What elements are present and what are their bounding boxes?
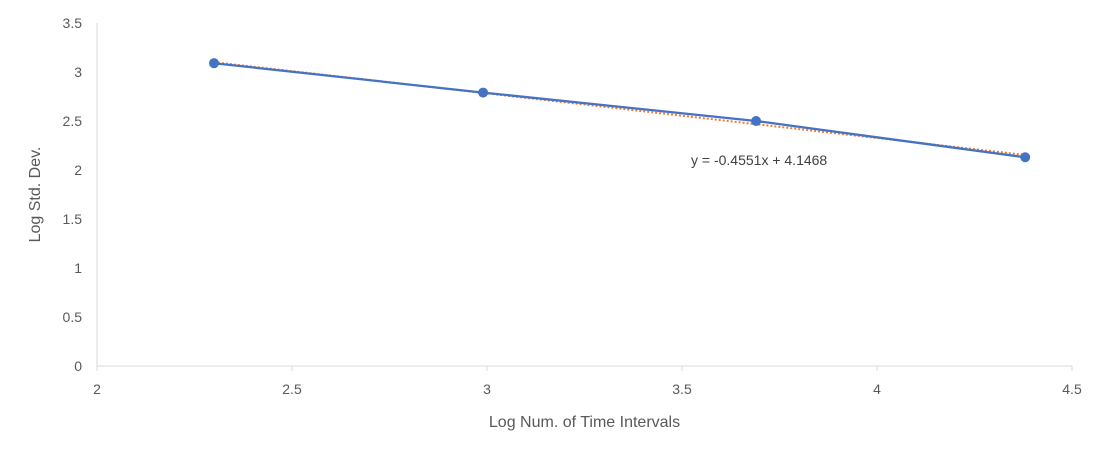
x-tick-label: 3.5: [672, 381, 692, 397]
x-tick-label: 4: [873, 381, 881, 397]
series-layer: [209, 58, 1031, 163]
y-tick-label: 2.5: [63, 113, 83, 129]
y-tick-label: 3.5: [63, 15, 83, 31]
y-tick-label: 2: [74, 162, 82, 178]
data-point: [209, 58, 219, 69]
y-tick-label: 0: [74, 358, 82, 374]
x-tick-label: 2: [93, 381, 101, 397]
series-line: [213, 62, 1026, 159]
trendline-equation-label: y = -0.4551x + 4.1468: [691, 152, 827, 168]
x-tick-label: 4.5: [1062, 381, 1082, 397]
data-point: [751, 116, 762, 126]
x-axis-title: Log Num. of Time Intervals: [489, 414, 680, 431]
x-tick-label: 3: [483, 381, 491, 397]
y-tick-label: 3: [74, 64, 82, 80]
y-axis-title: Log Std. Dev.: [27, 147, 44, 243]
tick-label-layer: 0 0.5 1 1.5 2 2.5 3 3.5 2 2.5 3 3.5 4 4.5: [63, 15, 1082, 397]
data-point: [478, 87, 489, 98]
y-tick-label: 0.5: [63, 309, 83, 325]
axes-layer: [96, 23, 1073, 371]
y-tick-label: 1: [74, 260, 82, 276]
data-point: [1020, 152, 1031, 163]
x-tick-label: 2.5: [282, 381, 302, 397]
y-tick-label: 1.5: [63, 211, 83, 227]
